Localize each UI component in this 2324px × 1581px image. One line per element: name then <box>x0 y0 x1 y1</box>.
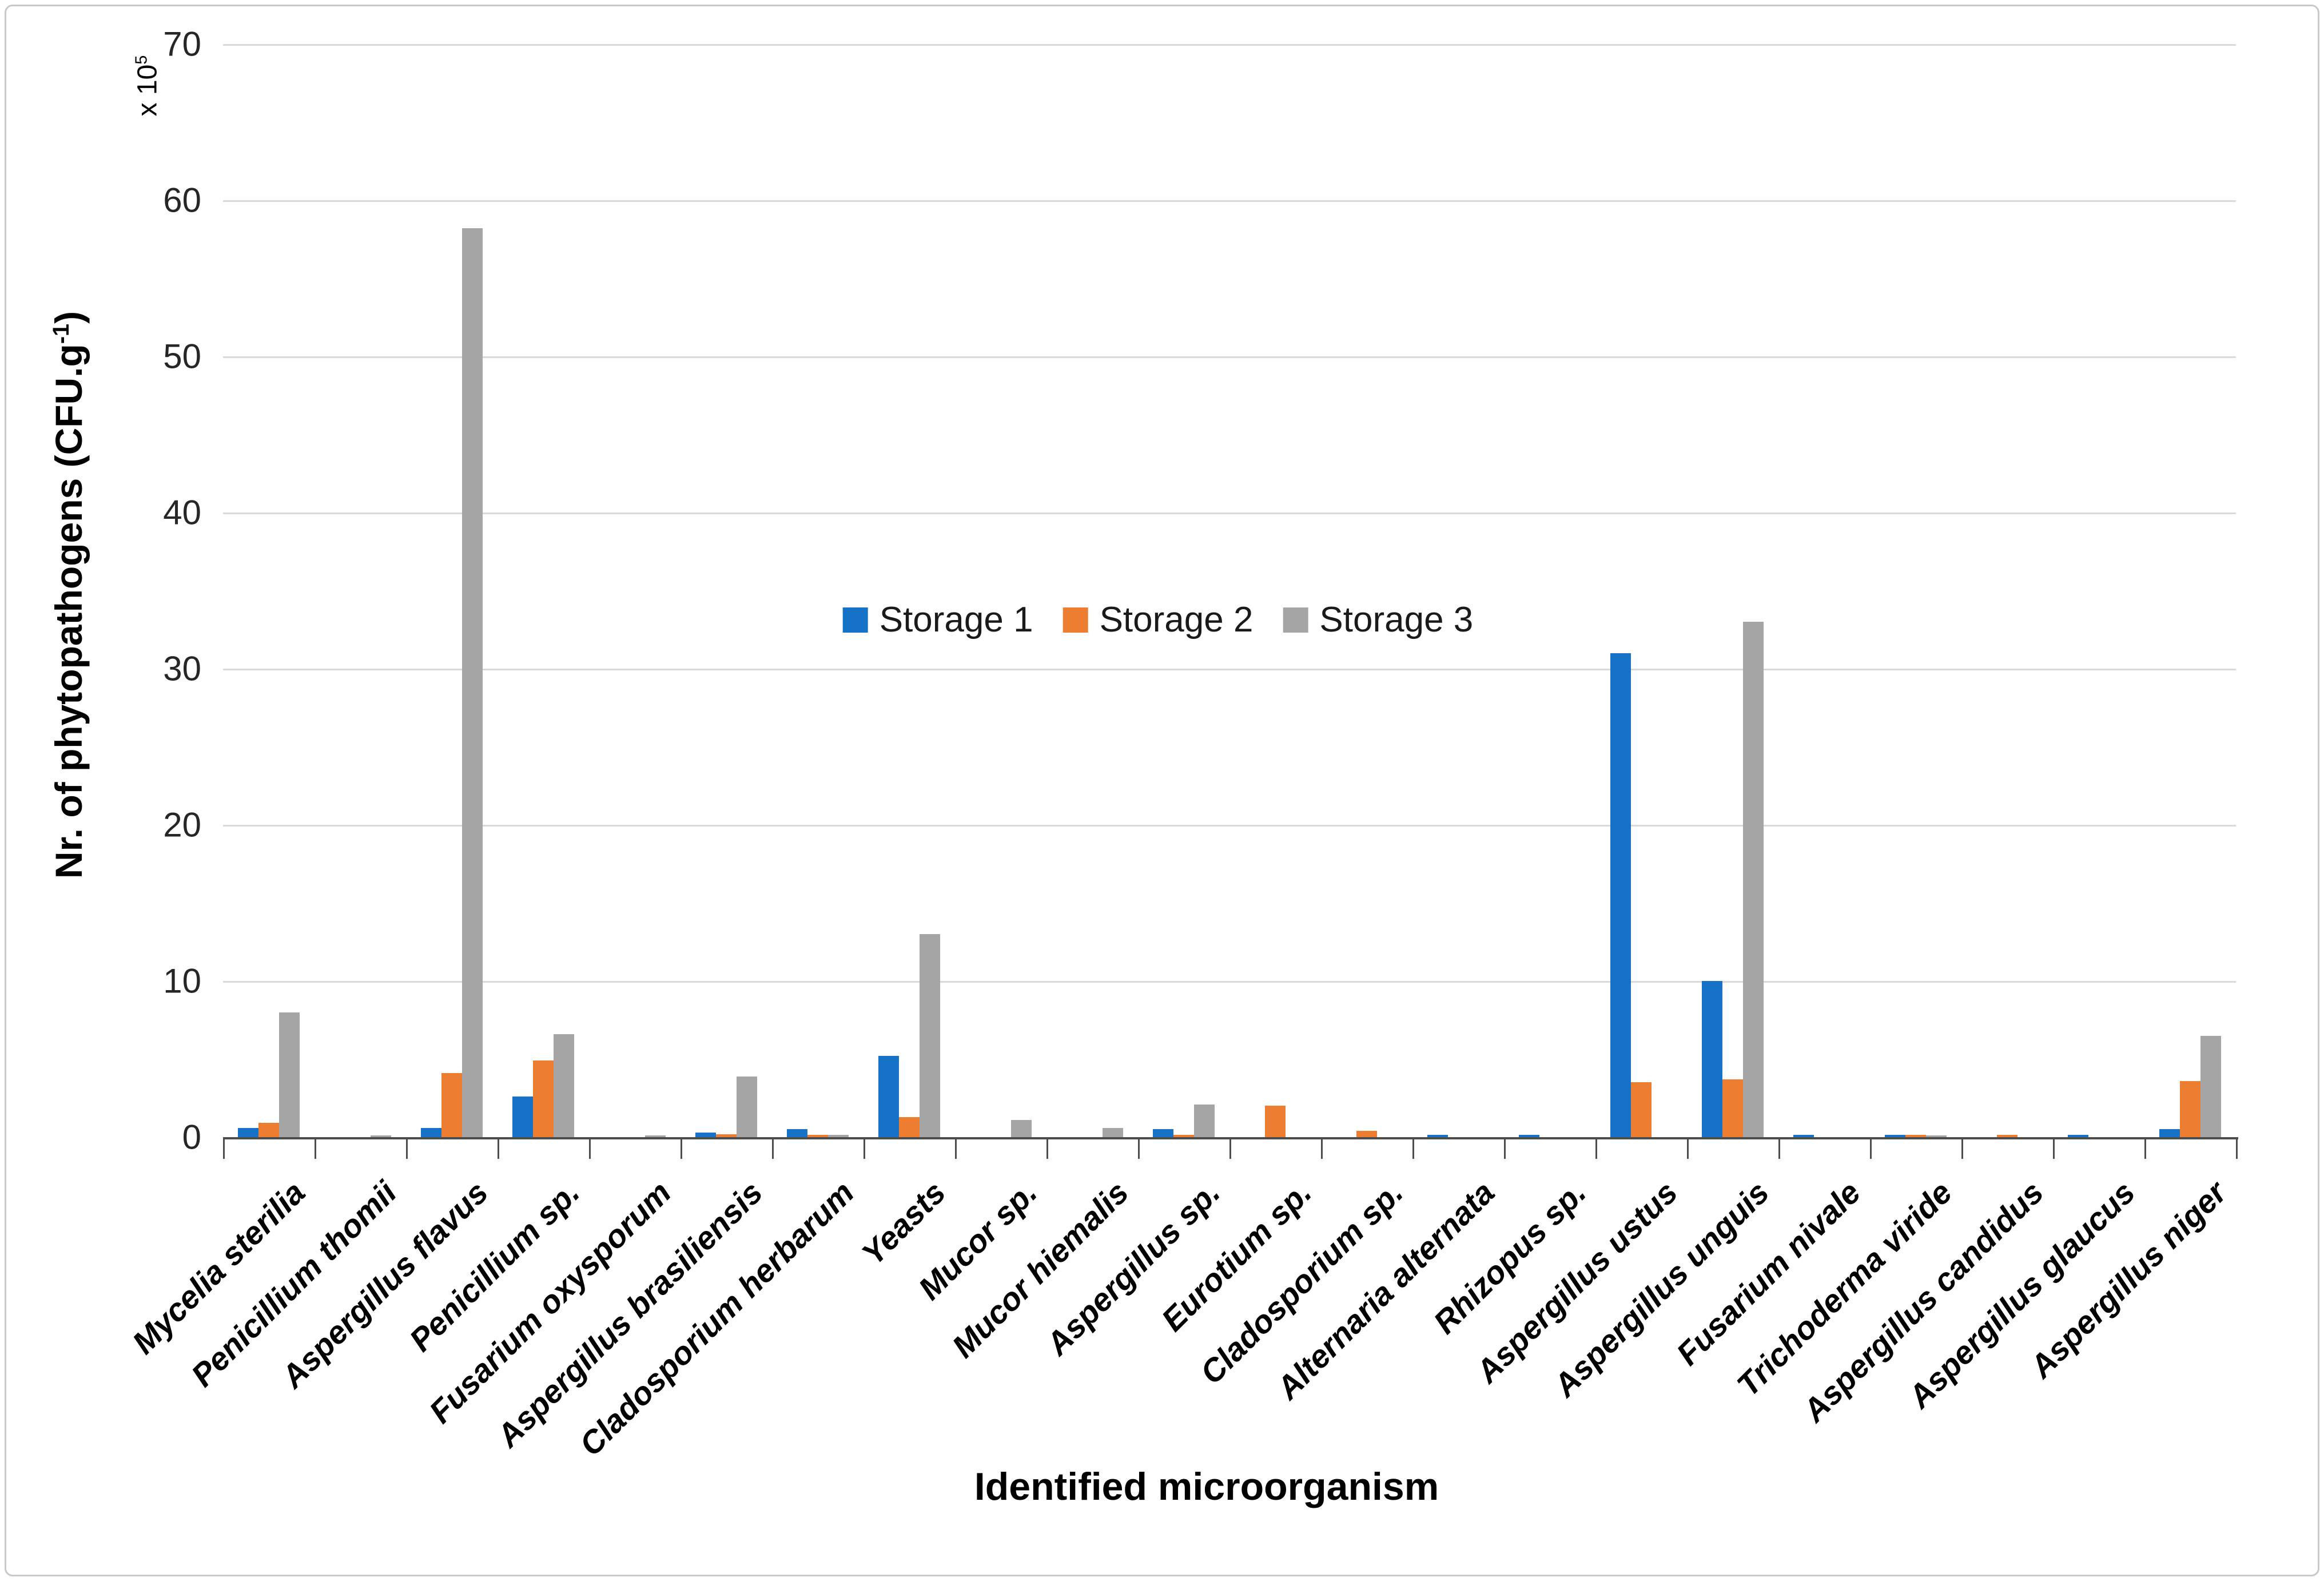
bar-storage-3-21 <box>2200 1035 2221 1137</box>
legend-swatch-storage-1 <box>842 607 868 633</box>
x-axis-tick <box>1046 1137 1048 1159</box>
bar-storage-2-5 <box>716 1134 737 1137</box>
bar-storage-1-6 <box>787 1129 807 1137</box>
y-tick-label-30: 30 <box>163 649 201 688</box>
gridline-y-30 <box>223 669 2236 670</box>
bar-storage-1-17 <box>1793 1134 1814 1137</box>
bar-storage-1-3 <box>512 1097 533 1137</box>
x-axis-tick <box>1321 1137 1323 1159</box>
bar-storage-3-2 <box>462 228 483 1137</box>
bar-storage-2-7 <box>899 1117 920 1137</box>
bar-storage-1-13 <box>1427 1134 1448 1137</box>
legend-item-storage-2: Storage 2 <box>1062 599 1253 640</box>
x-axis-tick <box>681 1137 682 1159</box>
bar-storage-3-16 <box>1743 622 1764 1137</box>
figure-border <box>5 5 2319 1576</box>
bar-storage-2-12 <box>1356 1131 1377 1137</box>
bar-storage-2-16 <box>1722 1079 1743 1137</box>
y-tick-label-50: 50 <box>163 337 201 376</box>
x-axis-tick <box>498 1137 499 1159</box>
legend-label-storage-3: Storage 3 <box>1319 600 1474 639</box>
bar-storage-2-21 <box>2180 1081 2200 1137</box>
x-axis-tick <box>1778 1137 1780 1159</box>
y-tick-label-20: 20 <box>163 805 201 844</box>
gridline-y-10 <box>223 981 2236 983</box>
bar-storage-3-9 <box>1103 1127 1123 1137</box>
bar-storage-2-18 <box>1905 1134 1926 1137</box>
x-axis-tick <box>863 1137 865 1159</box>
x-axis-tick <box>589 1137 591 1159</box>
bar-storage-2-11 <box>1265 1106 1286 1137</box>
bar-storage-3-7 <box>920 934 940 1137</box>
bar-storage-1-10 <box>1153 1129 1173 1137</box>
legend-item-storage-3: Storage 3 <box>1283 599 1473 640</box>
y-tick-label-10: 10 <box>163 962 201 1000</box>
y-axis-multiplier-label: x 105 <box>132 55 163 117</box>
bar-storage-3-1 <box>371 1135 391 1137</box>
x-axis-tick <box>1961 1137 1963 1159</box>
y-tick-label-0: 0 <box>182 1118 201 1157</box>
chart-legend: Storage 1 Storage 2 Storage 3 <box>842 599 1473 640</box>
bar-storage-1-0 <box>238 1127 258 1137</box>
x-axis-tick <box>2236 1137 2238 1159</box>
legend-swatch-storage-2 <box>1062 607 1088 633</box>
bar-storage-3-8 <box>1011 1119 1032 1137</box>
gridline-y-50 <box>223 356 2236 358</box>
gridline-y-70 <box>223 44 2236 46</box>
bar-storage-1-16 <box>1702 981 1722 1137</box>
bar-storage-2-15 <box>1631 1082 1652 1137</box>
legend-item-storage-1: Storage 1 <box>842 599 1033 640</box>
bar-storage-3-4 <box>645 1135 666 1137</box>
bar-storage-1-2 <box>421 1127 441 1137</box>
bar-storage-3-3 <box>554 1034 574 1137</box>
bar-storage-2-19 <box>1997 1134 2017 1137</box>
bar-storage-2-10 <box>1173 1134 1194 1137</box>
x-axis-tick <box>1687 1137 1689 1159</box>
gridline-y-20 <box>223 825 2236 827</box>
x-axis-tick <box>1138 1137 1140 1159</box>
x-axis-tick <box>1870 1137 1872 1159</box>
y-tick-label-70: 70 <box>163 25 201 63</box>
bar-storage-3-5 <box>737 1076 757 1137</box>
x-axis-tick <box>406 1137 408 1159</box>
x-axis-tick <box>1504 1137 1506 1159</box>
bar-storage-2-3 <box>533 1060 554 1137</box>
bar-storage-2-0 <box>258 1123 279 1137</box>
x-axis-tick <box>772 1137 774 1159</box>
bar-storage-1-20 <box>2068 1134 2088 1137</box>
y-tick-label-40: 40 <box>163 493 201 532</box>
bar-storage-1-21 <box>2159 1129 2180 1137</box>
y-tick-label-60: 60 <box>163 181 201 220</box>
bar-storage-1-14 <box>1519 1134 1539 1137</box>
bar-storage-1-15 <box>1610 653 1631 1137</box>
bar-storage-2-6 <box>807 1134 828 1137</box>
x-axis-tick <box>1229 1137 1231 1159</box>
x-axis-tick <box>223 1137 225 1159</box>
bar-storage-3-6 <box>828 1134 849 1137</box>
x-axis-tick <box>2053 1137 2055 1159</box>
x-axis-tick <box>1412 1137 1414 1159</box>
legend-label-storage-1: Storage 1 <box>879 600 1033 639</box>
gridline-y-60 <box>223 200 2236 202</box>
bar-storage-3-10 <box>1194 1104 1215 1137</box>
bar-storage-2-2 <box>441 1073 462 1137</box>
x-axis-tick <box>955 1137 957 1159</box>
x-axis-tick <box>2144 1137 2146 1159</box>
y-axis-title: Nr. of phytopathogens (CFU.g-1) <box>47 311 90 879</box>
x-axis-tick <box>315 1137 316 1159</box>
x-axis-title: Identified microorganism <box>974 1465 1439 1508</box>
gridline-y-40 <box>223 513 2236 514</box>
x-axis-tick <box>1595 1137 1597 1159</box>
legend-label-storage-2: Storage 2 <box>1099 600 1253 639</box>
bar-storage-1-5 <box>695 1132 716 1137</box>
legend-swatch-storage-3 <box>1283 607 1308 633</box>
bar-storage-1-18 <box>1885 1134 1905 1137</box>
bar-storage-1-7 <box>878 1056 899 1137</box>
bar-storage-3-18 <box>1926 1135 1947 1137</box>
bar-storage-3-0 <box>279 1012 300 1137</box>
